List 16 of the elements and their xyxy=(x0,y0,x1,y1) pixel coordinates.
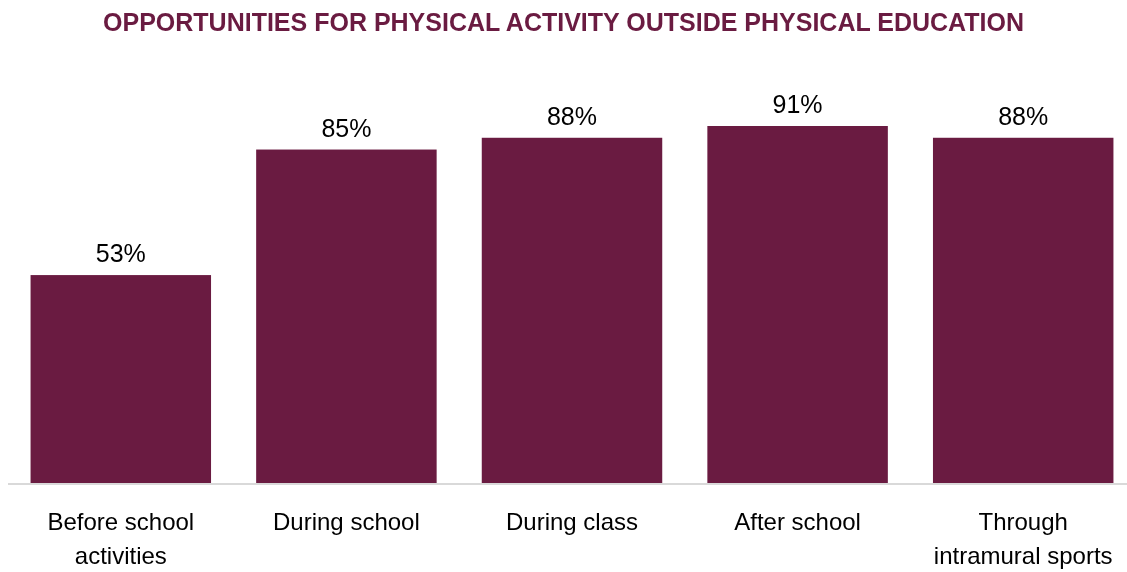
x-tick-label: Before school activities xyxy=(47,508,195,569)
data-label: 85% xyxy=(321,113,372,142)
bar xyxy=(932,137,1114,483)
bar xyxy=(256,149,437,483)
data-label: 53% xyxy=(95,239,146,268)
x-tick-label: After school xyxy=(734,508,861,535)
chart-title: OPPORTUNITIES FOR PHYSICAL ACTIVITY OUTSIDE PHYSICAL EDUCATION xyxy=(103,8,1024,36)
bar xyxy=(30,275,212,483)
x-tick-label: During school xyxy=(273,508,420,535)
bar xyxy=(707,126,888,483)
bar xyxy=(481,137,663,483)
data-label: 88% xyxy=(546,101,598,130)
data-label: 91% xyxy=(772,90,823,118)
x-tick-label: During class xyxy=(505,508,639,535)
x-tick-label: Through intramural sports xyxy=(933,508,1113,569)
data-label: 88% xyxy=(998,101,1049,130)
